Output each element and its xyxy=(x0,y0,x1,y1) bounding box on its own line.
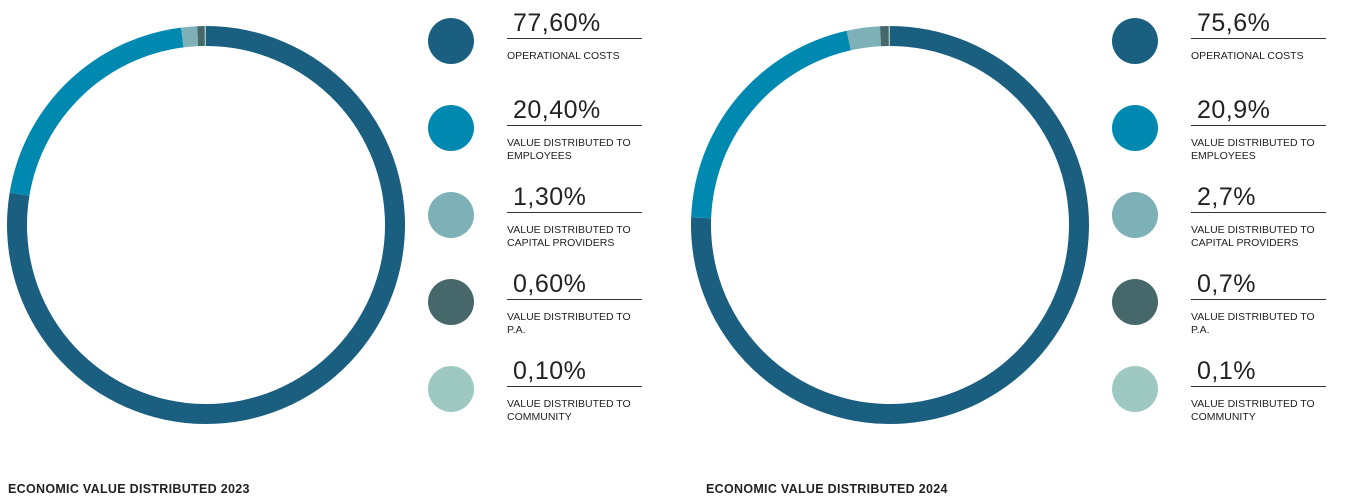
chart-title: ECONOMIC VALUE DISTRIBUTED 2024 xyxy=(706,482,948,496)
value-label: 0,1% xyxy=(1191,356,1326,387)
legend-label: VALUE DISTRIBUTED TO P.A. xyxy=(507,311,631,336)
legend-label: VALUE DISTRIBUTED TO CAPITAL PROVIDERS xyxy=(1191,224,1315,249)
donut-segment xyxy=(204,26,206,47)
legend-swatch xyxy=(1112,192,1158,238)
value-label: 0,60% xyxy=(507,269,642,300)
legend-swatch xyxy=(1112,105,1158,151)
donut-segment xyxy=(181,26,199,48)
value-label: 77,60% xyxy=(507,8,642,39)
donut-segment xyxy=(888,26,890,47)
legend-label: OPERATIONAL COSTS xyxy=(507,50,620,62)
legend-swatch xyxy=(1112,366,1158,412)
value-label: 75,6% xyxy=(1191,8,1326,39)
legend-swatch xyxy=(428,192,474,238)
legend-label: VALUE DISTRIBUTED TO COMMUNITY xyxy=(507,398,631,423)
legend-label: VALUE DISTRIBUTED TO EMPLOYEES xyxy=(1191,137,1315,162)
legend-swatch xyxy=(428,279,474,325)
legend-swatch xyxy=(1112,279,1158,325)
chart-panel: 77,60% OPERATIONAL COSTS 20,40% VALUE DISTR… xyxy=(7,8,642,496)
legend-label: OPERATIONAL COSTS xyxy=(1191,50,1304,62)
value-label: 1,30% xyxy=(507,182,642,213)
value-label: 0,7% xyxy=(1191,269,1326,300)
donut-segment xyxy=(197,26,205,47)
legend-swatch xyxy=(428,105,474,151)
donut-segment xyxy=(880,26,889,47)
value-label: 20,40% xyxy=(507,95,642,126)
chart-panel: 75,6% OPERATIONAL COSTS 20,9% VALUE DISTRIB… xyxy=(684,0,1347,499)
value-label: 2,7% xyxy=(1191,182,1326,213)
legend-label: VALUE DISTRIBUTED TO CAPITAL PROVIDERS xyxy=(507,224,631,249)
value-label: 0,10% xyxy=(507,356,642,387)
legend-swatch xyxy=(1112,18,1158,64)
legend-label: VALUE DISTRIBUTED TO P.A. xyxy=(1191,311,1315,336)
legend-label: VALUE DISTRIBUTED TO EMPLOYEES xyxy=(507,137,631,162)
donut-segment xyxy=(846,26,882,51)
chart-title: ECONOMIC VALUE DISTRIBUTED 2023 xyxy=(8,482,250,496)
donut-segment xyxy=(9,27,184,196)
donut xyxy=(691,26,1089,425)
legend-swatch xyxy=(428,366,474,412)
donut-segment xyxy=(691,30,851,219)
legend-swatch xyxy=(428,18,474,64)
value-label: 20,9% xyxy=(1191,95,1326,126)
donut xyxy=(7,26,405,424)
legend-label: VALUE DISTRIBUTED TO COMMUNITY xyxy=(1191,398,1315,423)
